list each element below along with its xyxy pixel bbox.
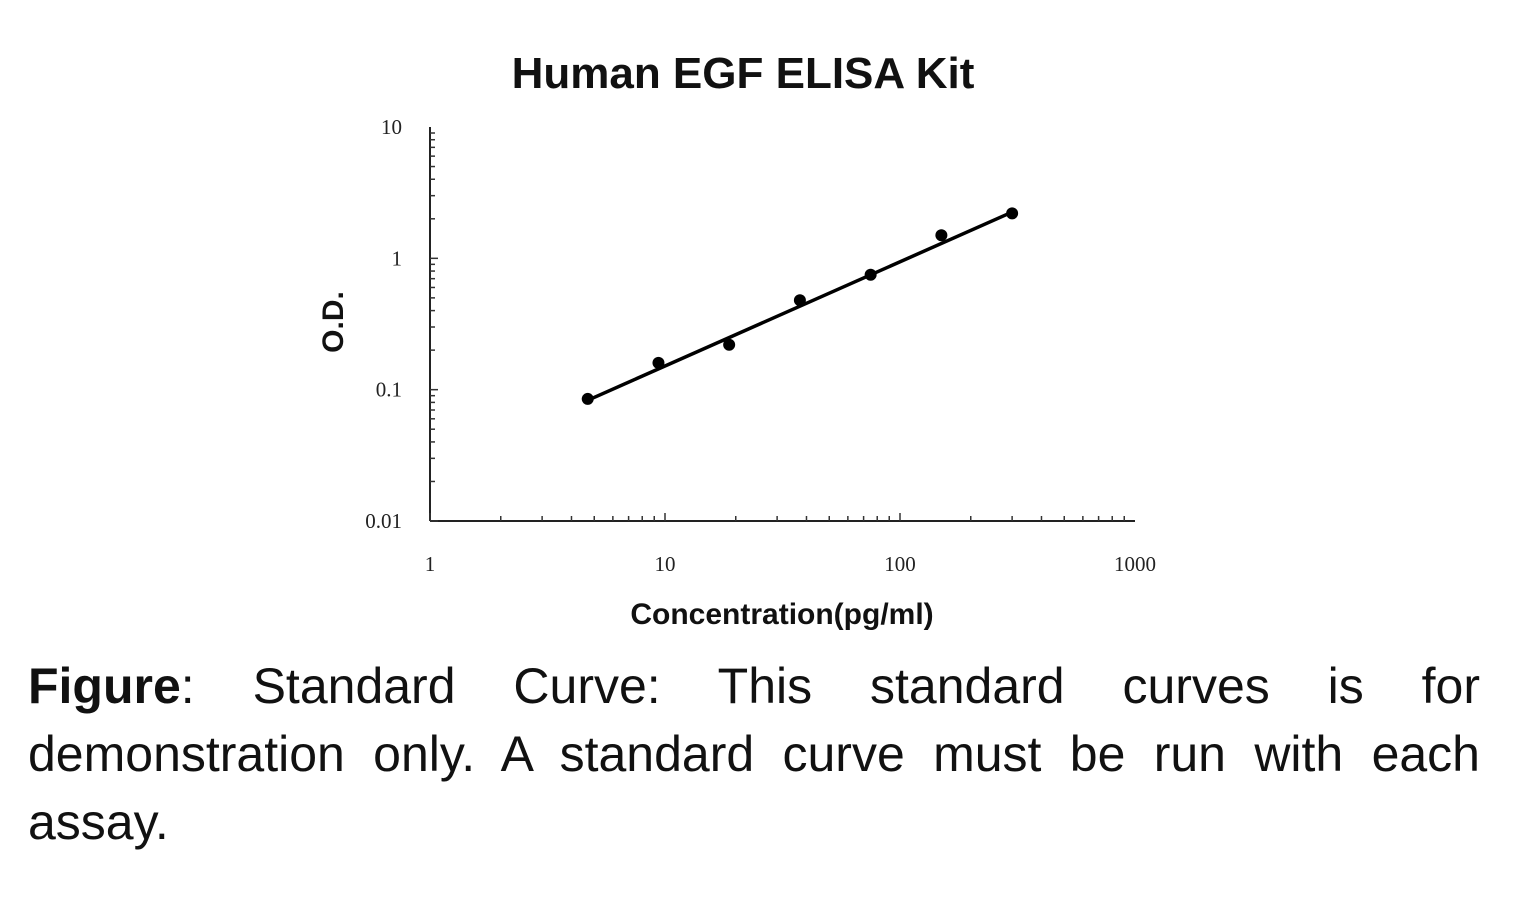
x-tick-label: 1000 xyxy=(1114,552,1156,576)
figure-caption: Figure: Standard Curve: This standard cu… xyxy=(28,652,1480,856)
caption-lead: Figure xyxy=(28,658,181,714)
data-point xyxy=(581,392,594,405)
data-point xyxy=(1006,207,1019,220)
data-point xyxy=(652,356,665,369)
y-tick-label: 0.1 xyxy=(376,378,402,402)
y-tick-label: 1 xyxy=(392,246,403,270)
y-tick-label: 0.01 xyxy=(365,509,402,533)
y-axis-label: O.D. xyxy=(317,291,350,353)
x-tick-label: 10 xyxy=(655,552,676,576)
x-tick-label: 100 xyxy=(884,552,916,576)
data-point xyxy=(793,294,806,307)
data-point xyxy=(723,338,736,351)
plot-area: 1 10 100 1000 0.01 0.1 1 10 xyxy=(365,115,1156,576)
caption-text: : Standard Curve: This standard curves i… xyxy=(28,658,1480,850)
chart-title: Human EGF ELISA Kit xyxy=(512,49,975,98)
x-axis-label: Concentration(pg/ml) xyxy=(630,598,933,631)
y-tick-label: 10 xyxy=(381,115,402,139)
standard-curve-chart: Human EGF ELISA Kit 1 10 100 1000 0.01 0.1 1 10… xyxy=(317,49,1156,631)
data-point xyxy=(935,229,948,242)
data-point xyxy=(864,268,877,281)
x-tick-label: 1 xyxy=(425,552,436,576)
